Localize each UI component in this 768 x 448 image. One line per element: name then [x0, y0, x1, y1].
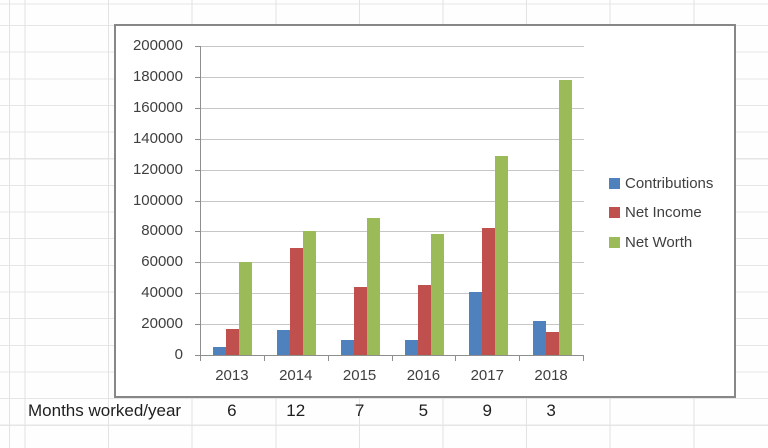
legend-item-net-income[interactable]: Net Income [609, 203, 702, 223]
x-axis-tick [200, 356, 201, 361]
x-axis-tick [263, 356, 265, 361]
legend-label: Net Worth [625, 233, 693, 251]
cell-months-2016[interactable]: 5 [418, 401, 429, 420]
bar-net-worth-2013[interactable] [239, 261, 253, 355]
legend-swatch-icon [609, 177, 620, 189]
y-axis-label: 40000 [141, 284, 183, 302]
plot-area [200, 46, 584, 356]
x-axis-label-2015: 2015 [342, 367, 377, 384]
y-axis-tick [195, 76, 200, 78]
legend-item-net-worth[interactable]: Net Worth [609, 232, 692, 252]
y-axis-tick [195, 46, 200, 47]
chart-gridline [201, 231, 584, 233]
bar-net-income-2018[interactable] [545, 331, 559, 355]
bar-net-worth-2014[interactable] [303, 231, 317, 355]
bar-contributions-2013[interactable] [213, 347, 227, 355]
cell-months-2014[interactable]: 12 [286, 401, 306, 420]
bar-net-worth-2015[interactable] [367, 218, 381, 355]
chart[interactable]: 0 20000 40000 60000 80000 100000 120000 140000 1… [114, 24, 736, 398]
chart-gridline [201, 324, 584, 326]
bar-contributions-2014[interactable] [277, 330, 291, 355]
y-axis-label: 140000 [132, 129, 183, 147]
y-axis-label: 80000 [141, 222, 183, 240]
legend-label: Contributions [625, 174, 714, 192]
bar-contributions-2017[interactable] [468, 291, 482, 355]
bar-net-income-2015[interactable] [354, 287, 368, 355]
bar-net-income-2014[interactable] [290, 248, 304, 355]
x-axis-label-2017: 2017 [470, 367, 504, 384]
cell-months-2018[interactable]: 3 [546, 401, 556, 420]
bar-contributions-2015[interactable] [341, 339, 355, 355]
x-axis-label-2018: 2018 [534, 367, 568, 384]
y-axis-tick [195, 355, 200, 356]
chart-gridline [201, 107, 584, 109]
y-axis-tick [195, 324, 200, 326]
cell-months-2013[interactable]: 6 [227, 401, 237, 420]
chart-gridline [201, 293, 584, 295]
y-axis-label: 180000 [132, 67, 183, 85]
bar-net-income-2013[interactable] [226, 328, 240, 355]
legend-swatch-icon [609, 207, 620, 218]
y-axis-tick [195, 169, 200, 171]
cell-months-row-label[interactable]: Months worked/year [28, 401, 182, 420]
y-axis-tick [195, 138, 200, 140]
legend-swatch-icon [609, 236, 620, 248]
bar-net-income-2016[interactable] [417, 285, 431, 355]
x-axis-label-2016: 2016 [406, 367, 441, 384]
chart-gridline [201, 200, 584, 202]
chart-gridline [201, 262, 584, 264]
bar-net-worth-2017[interactable] [494, 155, 508, 355]
x-axis-tick [519, 356, 521, 361]
cell-months-2017[interactable]: 9 [482, 401, 492, 420]
chart-gridline [201, 169, 584, 171]
y-axis-tick [195, 262, 200, 264]
chart-gridline [201, 138, 584, 140]
bar-net-worth-2016[interactable] [430, 233, 444, 355]
y-axis-label: 160000 [132, 98, 183, 116]
x-axis-tick [583, 356, 584, 361]
y-axis-label: 0 [174, 346, 183, 363]
x-axis-tick [327, 356, 329, 361]
bar-net-worth-2018[interactable] [558, 79, 572, 355]
bar-contributions-2018[interactable] [532, 321, 546, 355]
chart-gridline [201, 46, 584, 47]
legend-label: Net Income [625, 204, 702, 221]
y-axis-label: 20000 [141, 315, 183, 333]
x-axis-tick [391, 356, 393, 361]
y-axis-label: 200000 [132, 37, 183, 54]
bar-net-income-2017[interactable] [481, 227, 495, 355]
bar-contributions-2016[interactable] [404, 339, 418, 355]
y-axis-tick [195, 200, 200, 202]
y-axis-tick [195, 107, 200, 109]
cell-months-2015[interactable]: 7 [354, 401, 365, 420]
y-axis-tick [195, 231, 200, 233]
y-axis-label: 120000 [132, 160, 183, 178]
x-axis-label-2014: 2014 [279, 367, 313, 384]
y-axis-label: 100000 [132, 191, 183, 209]
x-axis-label-2013: 2013 [215, 367, 249, 384]
legend-item-contributions[interactable]: Contributions [609, 173, 713, 193]
x-axis-tick [455, 356, 457, 361]
y-axis-tick [195, 293, 200, 295]
y-axis-label: 60000 [141, 253, 183, 271]
chart-gridline [201, 76, 584, 78]
